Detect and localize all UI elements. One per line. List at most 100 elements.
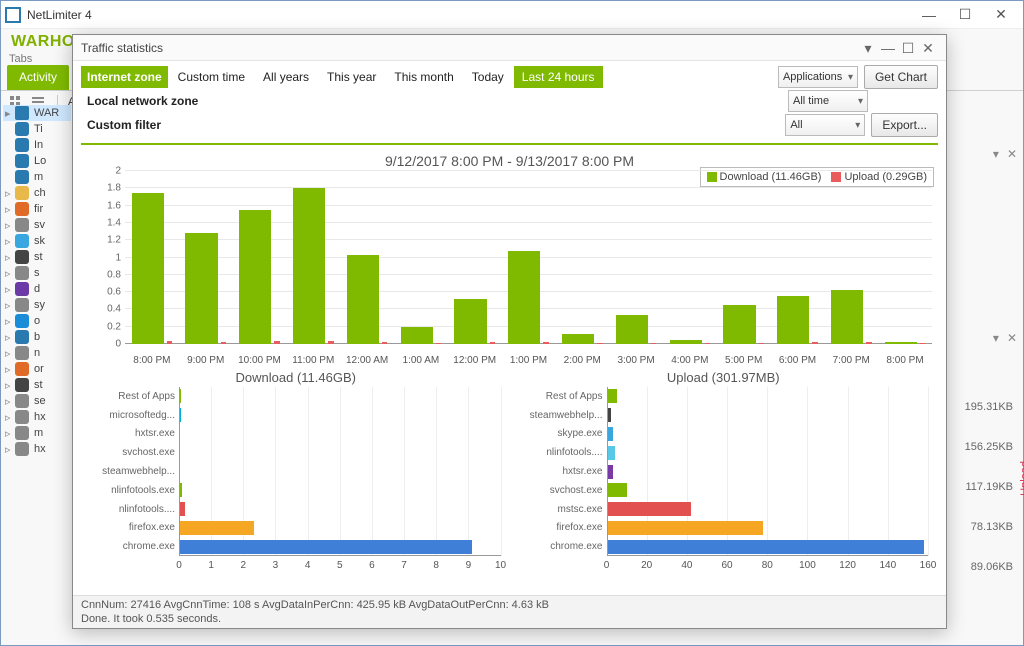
tree-item[interactable]: m	[3, 169, 71, 185]
chart-area: 9/12/2017 8:00 PM - 9/13/2017 8:00 PM Do…	[73, 145, 946, 628]
tree-item[interactable]: ▹st	[3, 377, 71, 393]
hbar	[607, 521, 764, 535]
scale-value: 195.31KB	[965, 401, 1013, 413]
upload-bar	[436, 343, 441, 344]
scale-value: 117.19KB	[965, 481, 1013, 493]
hbar-category: svchost.exe	[87, 443, 179, 462]
traffic-statistics-dialog: Traffic statistics ▾ ― ☐ ✕ Internet zone…	[72, 34, 947, 629]
tree-item[interactable]: ▹n	[3, 345, 71, 361]
main-bar-chart: 00.20.40.60.811.21.41.61.82 8:00 PM9:00 …	[99, 171, 932, 366]
tree-item[interactable]: ▹st	[3, 249, 71, 265]
upload-bar	[759, 343, 764, 344]
hbar-category: steamwebhelp...	[87, 462, 179, 481]
dialog-maximize-icon[interactable]: ☐	[898, 41, 918, 55]
hbar-category: skype.exe	[515, 425, 607, 444]
upload-bar	[221, 342, 226, 344]
tree-item[interactable]: ▹ch	[3, 185, 71, 201]
hbar-category: chrome.exe	[87, 537, 179, 556]
hbar-category: nlinfotools.exe	[87, 481, 179, 500]
download-bar	[239, 210, 271, 344]
tree-item[interactable]: ▹sk	[3, 233, 71, 249]
apps-dropdown[interactable]: Applications	[778, 66, 858, 88]
tree-item[interactable]: ▹sv	[3, 217, 71, 233]
hbar-category: firefox.exe	[515, 518, 607, 537]
zone-local-network-zone[interactable]: Local network zone	[81, 90, 204, 112]
dialog-close-icon[interactable]: ✕	[918, 41, 938, 55]
download-bar	[562, 334, 594, 344]
export-button[interactable]: Export...	[871, 113, 938, 137]
get-chart-button[interactable]: Get Chart	[864, 65, 938, 89]
time-tab-this-year[interactable]: This year	[319, 66, 384, 88]
tree-item[interactable]: Ti	[3, 121, 71, 137]
tree-item[interactable]: In	[3, 137, 71, 153]
close-button[interactable]: ✕	[983, 4, 1019, 26]
scale-value: 78.13KB	[971, 521, 1013, 533]
upload-bar	[328, 341, 333, 344]
hbar-category: Rest of Apps	[515, 387, 607, 406]
status-line-2: Done. It took 0.535 seconds.	[81, 612, 938, 626]
nav-tree[interactable]: ▸WARTiInLom▹ch▹fir▹sv▹sk▹st▹s▹d▹sy▹o▹b▹n…	[1, 101, 73, 625]
download-bar	[831, 290, 863, 344]
tab-activity[interactable]: Activity	[7, 65, 69, 90]
maximize-button[interactable]: ☐	[947, 4, 983, 26]
dialog-title-text: Traffic statistics	[81, 41, 163, 55]
dialog-minimize-icon[interactable]: ―	[878, 41, 898, 55]
tree-item[interactable]: ▹o	[3, 313, 71, 329]
upload-bar	[382, 342, 387, 344]
zone-custom-filter[interactable]: Custom filter	[81, 114, 167, 136]
panel2-buttons[interactable]: ▾✕	[993, 331, 1017, 345]
download-bar	[185, 233, 217, 344]
download-bar	[401, 327, 433, 344]
download-bar	[347, 255, 379, 344]
tree-item[interactable]: ▹d	[3, 281, 71, 297]
hbar	[179, 521, 254, 535]
time-dropdown[interactable]: All time	[788, 90, 868, 112]
hbar-category: chrome.exe	[515, 537, 607, 556]
minimize-button[interactable]: ―	[911, 4, 947, 26]
download-bar	[777, 296, 809, 344]
hbar	[607, 389, 617, 403]
tree-item[interactable]: ▹hx	[3, 409, 71, 425]
download-bar	[670, 340, 702, 344]
hbar-category: microsoftedg...	[87, 406, 179, 425]
tree-item[interactable]: ▹or	[3, 361, 71, 377]
zone-internet-zone[interactable]: Internet zone	[81, 66, 168, 88]
download-bar	[508, 251, 540, 344]
download-chart-title: Download (11.46GB)	[87, 370, 505, 385]
tree-item[interactable]: ▹se	[3, 393, 71, 409]
tree-root[interactable]: ▸WAR	[3, 105, 71, 121]
download-bar	[616, 315, 648, 344]
status-bar: CnnNum: 27416 AvgCnnTime: 108 s AvgDataI…	[73, 595, 946, 628]
download-bar	[885, 342, 917, 344]
upload-axis-label: Upload	[1019, 461, 1024, 496]
time-tab-today[interactable]: Today	[464, 66, 512, 88]
tree-item[interactable]: ▹hx	[3, 441, 71, 457]
time-tab-last-24-hours[interactable]: Last 24 hours	[514, 66, 603, 88]
filter-dropdown[interactable]: All	[785, 114, 865, 136]
scale-value: 156.25KB	[965, 441, 1013, 453]
hbar	[607, 446, 615, 460]
upload-bar	[812, 342, 817, 344]
tree-item[interactable]: ▹sy	[3, 297, 71, 313]
upload-bar	[597, 343, 602, 344]
time-tab-custom-time[interactable]: Custom time	[170, 66, 253, 88]
hbar-category: svchost.exe	[515, 481, 607, 500]
tree-item[interactable]: ▹s	[3, 265, 71, 281]
time-tab-all-years[interactable]: All years	[255, 66, 317, 88]
hbar	[607, 502, 691, 516]
dialog-dropdown-icon[interactable]: ▾	[858, 41, 878, 55]
download-bar	[723, 305, 755, 344]
upload-bar	[705, 343, 710, 344]
status-line-1: CnnNum: 27416 AvgCnnTime: 108 s AvgDataI…	[81, 598, 938, 612]
tree-item[interactable]: ▹b	[3, 329, 71, 345]
dialog-titlebar: Traffic statistics ▾ ― ☐ ✕	[73, 35, 946, 61]
tree-item[interactable]: ▹fir	[3, 201, 71, 217]
app-icon	[5, 7, 21, 23]
hbar-category: nlinfotools....	[87, 500, 179, 519]
time-tab-this-month[interactable]: This month	[386, 66, 461, 88]
panel1-buttons[interactable]: ▾✕	[993, 147, 1017, 161]
tree-item[interactable]: ▹m	[3, 425, 71, 441]
titlebar: NetLimiter 4 ― ☐ ✕	[1, 1, 1023, 29]
hbar-category: hxtsr.exe	[87, 425, 179, 444]
tree-item[interactable]: Lo	[3, 153, 71, 169]
